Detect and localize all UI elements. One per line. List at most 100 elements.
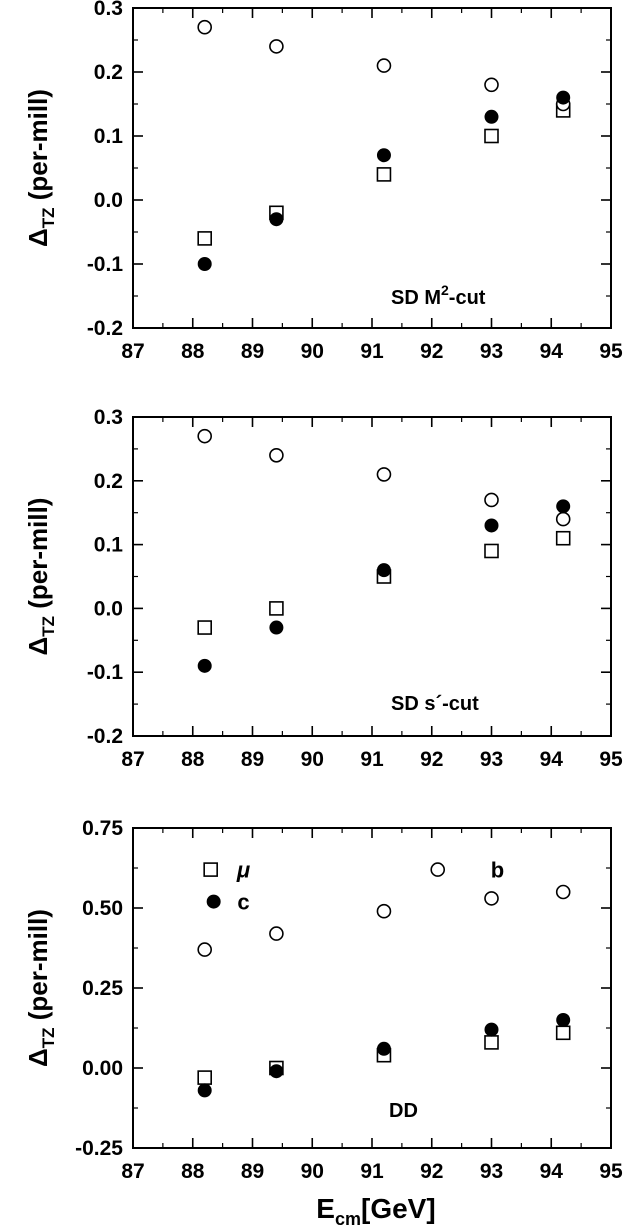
data-point-mu	[555, 530, 571, 546]
legend-label-c: c	[237, 890, 249, 915]
panel-sd-m2-cut: 87 88 89 90 91 92 93 94 95 -0.2 -0.1 0.0 0.1 0.2 0.3 ΔT…	[23, 0, 623, 363]
data-point-b	[484, 492, 499, 508]
x-tick-label: 89	[241, 748, 264, 771]
x-tick-label: 87	[121, 748, 144, 771]
data-point-mu	[269, 601, 284, 616]
data-point-c	[376, 148, 391, 163]
data-point-c	[269, 1064, 284, 1079]
data-point-mu	[484, 128, 499, 144]
data-point-mu	[197, 1070, 212, 1085]
y-tick-label: 0.75	[82, 817, 123, 840]
x-tick-label: 90	[301, 1160, 324, 1183]
x-tick-label: 91	[360, 748, 384, 771]
y-tick-label: 0.2	[94, 470, 123, 493]
x-tick-label: 92	[420, 1160, 443, 1183]
y-tick-label: 0.00	[82, 1057, 123, 1080]
y-tick-label: 0.2	[94, 61, 123, 84]
x-tick-label: 88	[181, 1160, 205, 1183]
x-tick-label: 95	[599, 340, 623, 363]
data-point-c	[376, 563, 391, 578]
y-tick-label: 0.1	[94, 125, 124, 148]
data-point-b	[197, 942, 212, 957]
data-point-mu	[376, 167, 392, 182]
y-tick-label: -0.2	[87, 725, 123, 748]
data-point-c	[197, 658, 212, 673]
data-point-b	[484, 891, 499, 906]
data-point-mu	[197, 231, 212, 246]
data-point-c	[556, 499, 571, 514]
data-point-b	[269, 926, 284, 941]
x-tick-label: 89	[241, 340, 264, 363]
legend-marker-b	[430, 862, 446, 877]
data-point-c	[484, 109, 499, 124]
data-point-mu	[484, 543, 499, 559]
data-point-b	[197, 19, 212, 35]
x-tick-label: 92	[420, 748, 443, 771]
data-point-c	[197, 1083, 212, 1098]
x-tick-label: 93	[480, 340, 503, 363]
y-tick-label: 0.50	[82, 897, 123, 920]
x-tick-label: 87	[121, 1160, 144, 1183]
data-point-c	[484, 1022, 499, 1037]
x-tick-label: 87	[121, 340, 144, 363]
y-tick-label: 0.1	[94, 534, 124, 557]
x-tick-label: 88	[181, 340, 205, 363]
data-point-c	[197, 257, 212, 271]
data-point-b	[376, 903, 392, 919]
x-tick-label: 91	[360, 1160, 384, 1183]
data-point-b	[376, 58, 392, 73]
x-tick-label: 94	[540, 1160, 564, 1183]
x-axis-label: Ecm[GeV]	[316, 1193, 435, 1229]
y-tick-label: -0.2	[87, 317, 123, 340]
x-tick-label: 92	[420, 340, 443, 363]
data-point-b	[269, 447, 284, 463]
data-point-b	[197, 428, 212, 444]
y-axis-label: ΔTZ (per-mill)	[23, 498, 58, 656]
x-tick-label: 89	[241, 1160, 264, 1183]
data-point-b	[484, 77, 499, 93]
legend-marker-mu	[203, 862, 218, 877]
y-tick-label: 0.0	[94, 597, 123, 620]
data-point-mu	[484, 1035, 499, 1050]
panel-annotation: SD s´-cut	[391, 693, 479, 715]
y-axis-label: ΔTZ (per-mill)	[23, 89, 58, 247]
data-point-c	[269, 212, 284, 227]
data-point-mu	[197, 620, 212, 635]
plot-frame	[132, 7, 612, 329]
data-point-b	[376, 467, 392, 482]
data-point-c	[556, 90, 571, 105]
x-tick-label: 95	[599, 1160, 623, 1183]
y-tick-label: 0.25	[82, 977, 123, 1000]
y-tick-label: -0.1	[87, 253, 124, 276]
data-point-b	[555, 511, 571, 527]
plot-frame	[132, 416, 612, 737]
x-tick-label: 90	[301, 748, 324, 771]
data-point-c	[556, 1013, 571, 1027]
x-tick-label: 90	[301, 340, 324, 363]
x-tick-label: 93	[480, 1160, 503, 1183]
panel-annotation: SD M2-cut	[391, 282, 486, 309]
panel-dd: 87 88 89 90 91 92 93 94 95 -0.25 0.00 0.25 0.50 0.75 Δ…	[23, 817, 623, 1183]
x-tick-label: 91	[360, 340, 384, 363]
y-tick-label: -0.25	[75, 1137, 123, 1160]
panel-annotation: DD	[389, 1100, 418, 1122]
x-tick-label: 94	[540, 340, 564, 363]
x-tick-label: 95	[599, 748, 623, 771]
panel-sd-s-prime-cut: 87 88 89 90 91 92 93 94 95 -0.2 -0.1 0.0 0.1 0.2 0.3 ΔT…	[23, 406, 623, 771]
y-tick-label: 0.3	[94, 0, 123, 20]
data-point-b	[555, 884, 571, 900]
legend-label-mu: μ	[236, 858, 250, 883]
legend-marker-c	[206, 894, 221, 909]
y-tick-label: -0.1	[87, 661, 124, 684]
x-tick-label: 93	[480, 748, 503, 771]
y-tick-label: 0.3	[94, 406, 123, 429]
data-point-c	[269, 620, 284, 635]
data-point-mu	[555, 1025, 571, 1041]
y-axis-label: ΔTZ (per-mill)	[23, 909, 58, 1067]
data-point-b	[269, 39, 284, 54]
data-point-c	[484, 518, 499, 533]
data-point-c	[376, 1041, 391, 1056]
x-tick-label: 88	[181, 748, 205, 771]
x-tick-label: 94	[540, 748, 564, 771]
